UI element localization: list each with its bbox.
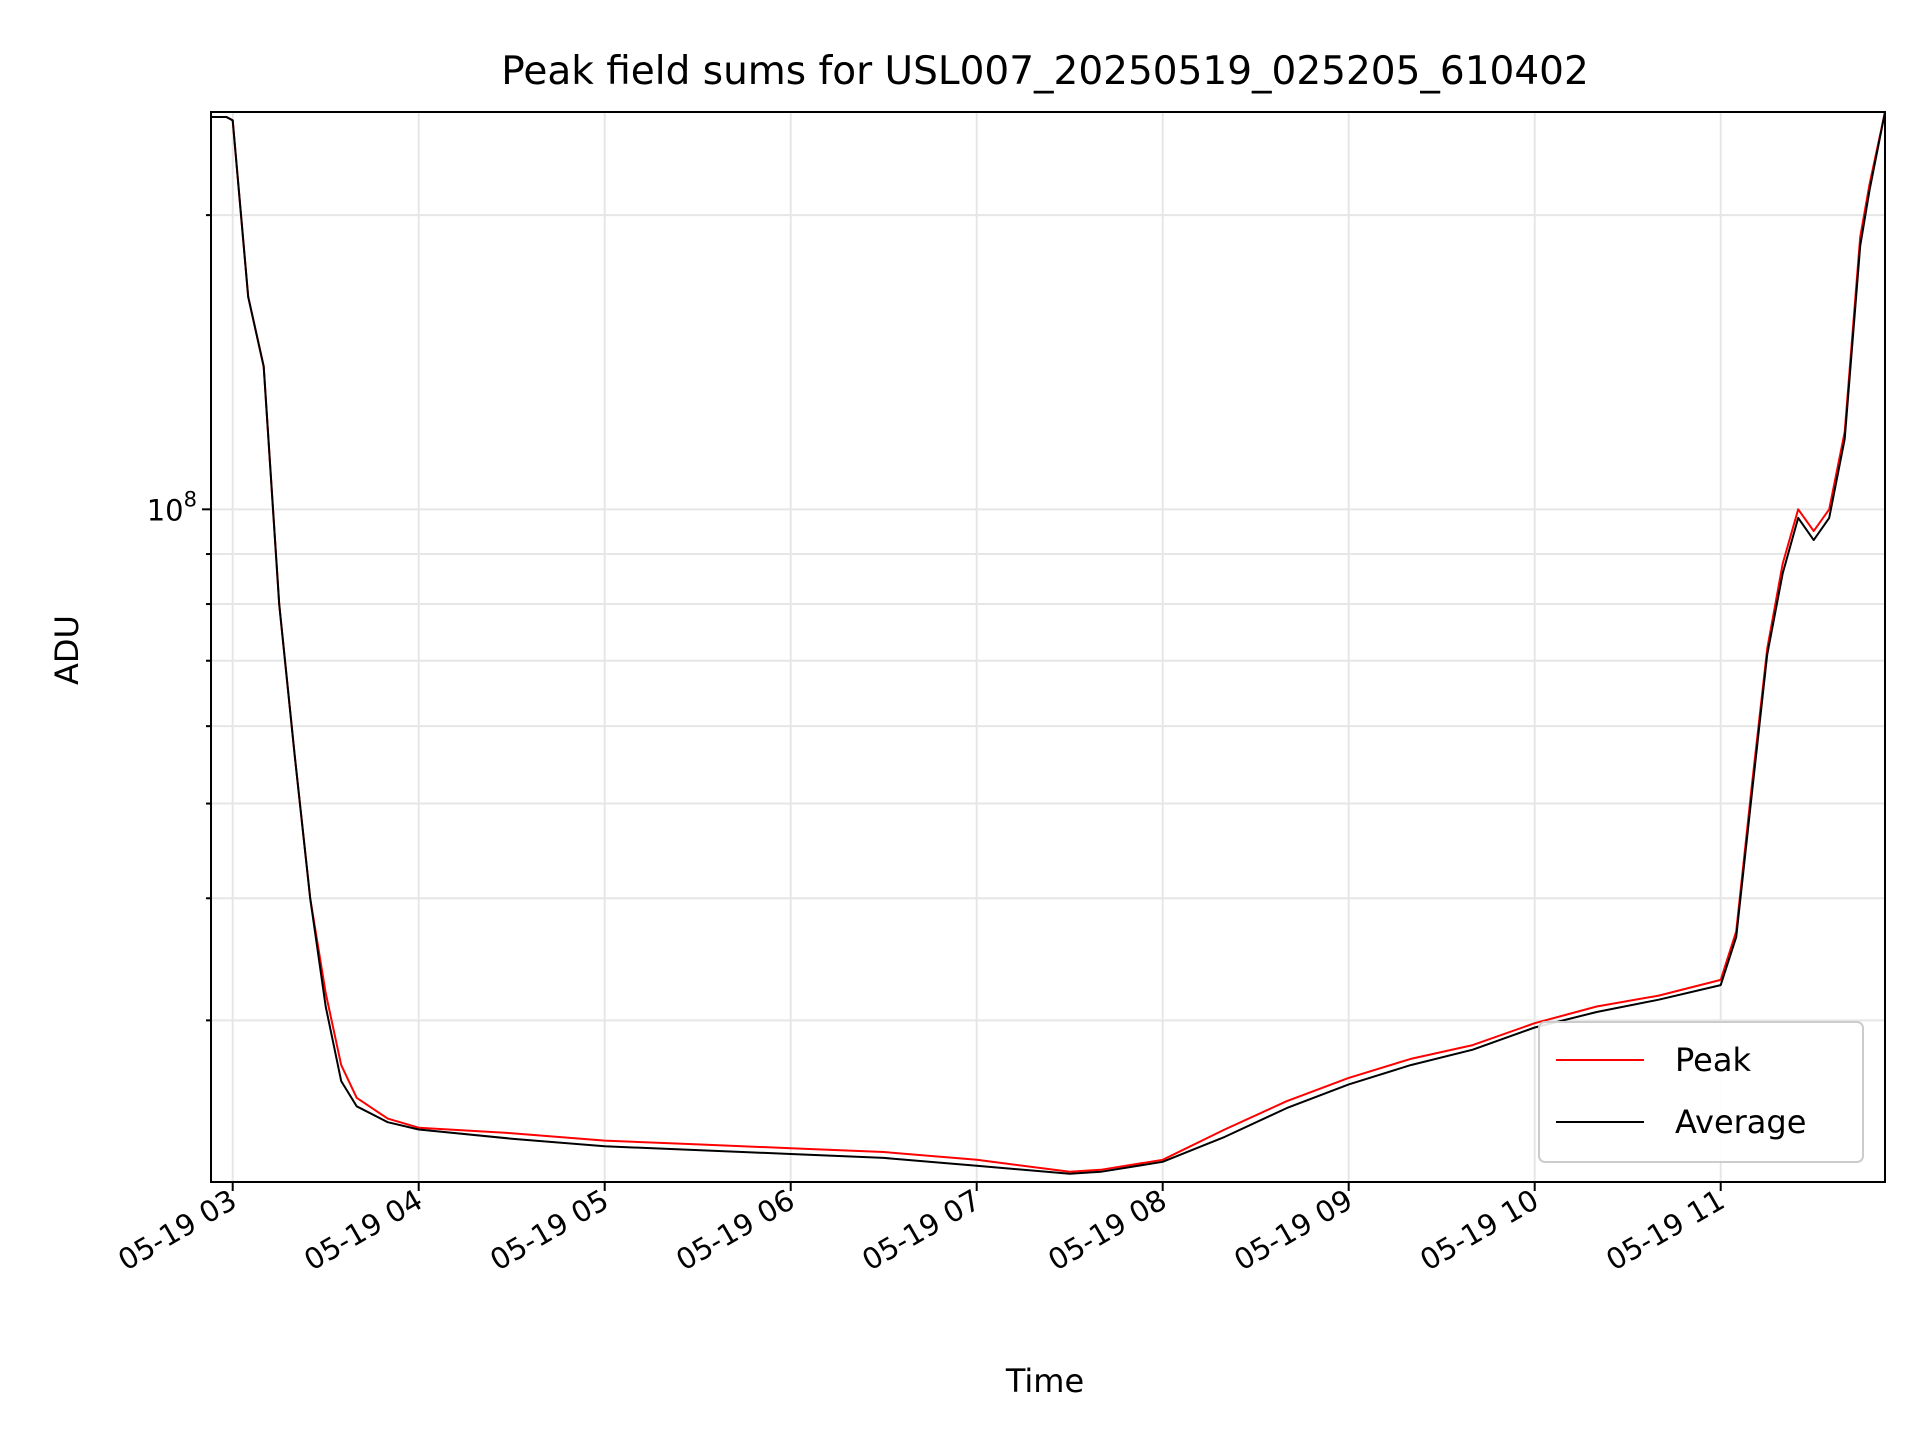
legend-label-peak: Peak [1675,1041,1751,1079]
legend: Peak Average [1538,1021,1864,1163]
y-axis-label: ADU [48,615,86,685]
x-axis-label: Time [1005,1362,1084,1400]
y-tick-label-exponent: 8 [184,487,197,511]
series-lines [211,112,1885,1175]
grid [211,112,1885,1182]
legend-label-average: Average [1675,1103,1806,1141]
legend-box [1538,1021,1864,1163]
chart-title: Peak field sums for USL007_20250519_0252… [501,49,1589,94]
series-line-average [211,112,1885,1175]
plot-frame [210,111,1886,1183]
